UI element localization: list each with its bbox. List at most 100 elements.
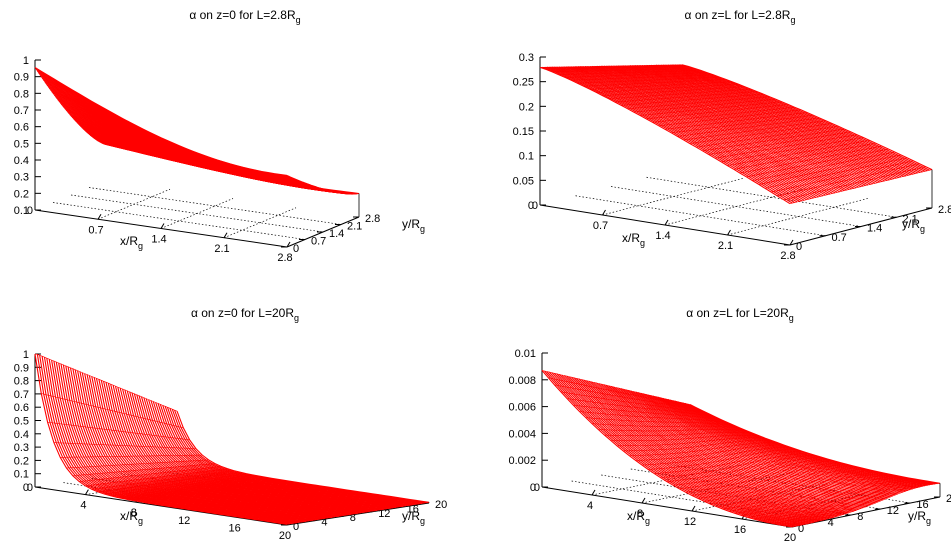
x-tick-label: 12 <box>178 515 190 527</box>
x-tick-label: 1.4 <box>655 230 670 242</box>
surface-line <box>621 93 764 106</box>
surface <box>34 353 430 525</box>
surface-line <box>773 479 922 524</box>
y-tick-label: 1.4 <box>329 228 344 240</box>
z-tick-label: 0.4 <box>14 429 29 441</box>
y-tick-label: 20 <box>946 493 951 505</box>
surface-line <box>785 482 934 527</box>
surface-line <box>268 499 411 522</box>
surface-line <box>242 495 385 518</box>
z-tick-label: 1 <box>23 349 29 361</box>
surface-line <box>723 470 872 510</box>
surface-line <box>760 477 909 522</box>
surface-line <box>97 104 171 160</box>
surface-line <box>596 83 739 93</box>
surface-line <box>110 111 183 163</box>
surface-line <box>167 140 240 175</box>
panel-title: α on z=0 for L=2.8Rg <box>189 8 300 25</box>
z-tick-label: 0.25 <box>513 77 534 89</box>
z-tick-label: 0.8 <box>14 88 29 100</box>
surface-line <box>698 463 847 499</box>
surface-line <box>53 78 126 150</box>
z-tick-label: 0 <box>530 482 536 494</box>
surface-line <box>546 66 689 70</box>
surface-line <box>635 444 784 461</box>
surface-line <box>116 475 259 498</box>
surface-line <box>123 476 266 499</box>
y-axis-label: y/Rg <box>908 509 931 526</box>
x-tick <box>727 229 731 236</box>
surface-line <box>658 109 801 127</box>
z-tick-label: 0 <box>528 200 534 212</box>
x-tick-label: 2.1 <box>718 240 733 252</box>
x-tick <box>664 219 669 226</box>
z-tick-label: 0.3 <box>519 52 534 64</box>
surface-line <box>110 474 253 496</box>
y-tick-label: 2.1 <box>903 213 918 225</box>
surface <box>34 67 360 195</box>
surface-line <box>565 72 708 78</box>
surface-line <box>186 486 329 510</box>
grid-line <box>610 186 862 227</box>
x-tick-label: 0.7 <box>88 224 103 236</box>
surface-line <box>560 391 709 415</box>
surface-line <box>255 497 398 520</box>
surface-line <box>714 134 858 159</box>
surface-line <box>41 393 184 429</box>
surface-line <box>91 470 234 490</box>
surface-line <box>35 68 289 177</box>
x-tick-label: 8 <box>637 508 643 520</box>
surface-line <box>66 459 209 469</box>
surface-line <box>583 79 726 87</box>
x-axis <box>541 486 793 528</box>
surface-line <box>733 143 876 170</box>
z-tick-label: 0.1 <box>14 205 29 217</box>
x-tick <box>641 497 646 504</box>
x-tick-label: 8 <box>131 507 137 519</box>
surface-line <box>548 377 697 408</box>
surface-line <box>689 123 833 144</box>
surface-line <box>666 455 816 482</box>
x-tick <box>286 241 291 248</box>
grid-line <box>88 187 342 225</box>
surface-line <box>633 99 776 113</box>
panel-title: α on z=L for L=2.8Rg <box>685 8 796 25</box>
y-axis <box>286 502 430 526</box>
surface-line <box>39 74 292 179</box>
surface-line <box>59 82 133 151</box>
surface-line <box>641 446 790 466</box>
y-tick-label: 2.8 <box>365 213 380 225</box>
panel-title: α on z=L for L=20Rg <box>686 306 794 323</box>
surface-line <box>566 398 716 418</box>
surface-line <box>78 93 152 156</box>
surface-line <box>708 131 851 155</box>
grid-line <box>646 176 897 218</box>
surface-line <box>85 468 228 487</box>
z-tick-label: 0.4 <box>14 155 29 167</box>
surface-line <box>646 104 789 120</box>
surface-line <box>627 96 770 109</box>
z-tick-label: 0.3 <box>14 172 29 184</box>
origin-label: 0 <box>534 482 540 494</box>
surface-line <box>579 411 728 423</box>
z-tick-label: 0.6 <box>14 402 29 414</box>
surface-line <box>97 471 241 493</box>
surface-line <box>746 148 889 178</box>
surface-line <box>779 480 928 526</box>
x-axis-label: x/Rg <box>120 509 143 526</box>
surface-line <box>274 500 417 523</box>
surface-line <box>60 454 203 458</box>
x-tick-label: 20 <box>784 532 796 544</box>
surface-line <box>66 86 139 153</box>
surface-line <box>249 496 392 519</box>
surface-line <box>660 453 809 479</box>
y-tick-label: 0.7 <box>832 232 847 244</box>
y-tick-label: 4 <box>828 517 834 529</box>
z-tick-label: 1 <box>23 55 29 67</box>
x-tick <box>84 489 89 495</box>
surface-line <box>47 421 190 441</box>
z-tick-label: 0.15 <box>513 126 534 138</box>
surface-line <box>604 432 753 436</box>
surface-line <box>160 137 234 174</box>
surface-line <box>721 137 864 163</box>
